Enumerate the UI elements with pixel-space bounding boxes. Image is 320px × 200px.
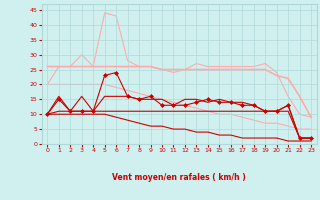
- X-axis label: Vent moyen/en rafales ( km/h ): Vent moyen/en rafales ( km/h ): [112, 173, 246, 182]
